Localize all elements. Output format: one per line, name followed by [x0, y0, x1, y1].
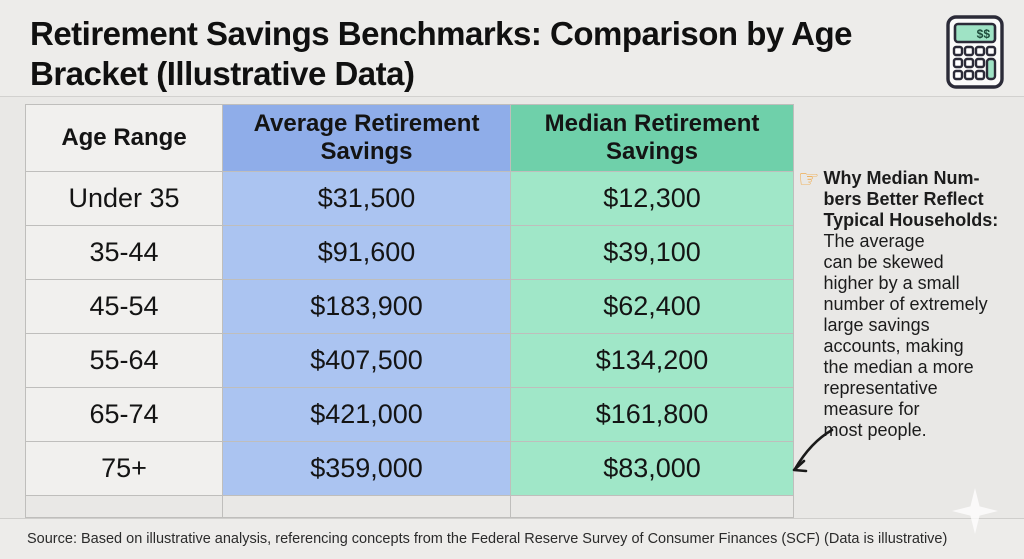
calculator-icon-svg: $$ [946, 15, 1004, 89]
table-row: 65-74 $421,000 $161,800 [25, 387, 794, 442]
cell-average: $359,000 [222, 441, 511, 496]
callout-text: Why Median Num- bers Better Reflect Typi… [824, 168, 999, 441]
cell-median: $62,400 [510, 279, 794, 334]
curved-arrow-icon [788, 426, 840, 478]
median-explanation-callout: ☞ Why Median Num- bers Better Reflect Ty… [798, 165, 1024, 441]
cell-average: $421,000 [222, 387, 511, 442]
cell-average: $31,500 [222, 171, 511, 226]
cell-average: $91,600 [222, 225, 511, 280]
cell-median: $83,000 [510, 441, 794, 496]
cell-age: Under 35 [25, 171, 223, 226]
table-footer-spacer-row [25, 495, 794, 518]
cell-median: $161,800 [510, 387, 794, 442]
spacer-cell [25, 495, 223, 518]
title-band: Retirement Savings Benchmarks: Compariso… [0, 0, 1024, 97]
spacer-cell [510, 495, 794, 518]
callout-heading: Why Median Num- bers Better Reflect Typi… [823, 168, 999, 230]
table-row: Under 35 $31,500 $12,300 [25, 171, 794, 226]
column-header-age-range: Age Range [25, 104, 223, 172]
cell-age: 55-64 [25, 333, 223, 388]
cell-age: 65-74 [25, 387, 223, 442]
callout-body: The average can be skewed higher by a sm… [823, 231, 988, 440]
table-header-row: Age Range Average Retirement Savings Med… [25, 104, 794, 172]
column-header-average-savings: Average Retirement Savings [222, 104, 511, 172]
source-note: Source: Based on illustrative analysis, … [27, 531, 948, 547]
cell-average: $407,500 [222, 333, 511, 388]
table-row: 45-54 $183,900 $62,400 [25, 279, 794, 334]
table-row: 35-44 $91,600 $39,100 [25, 225, 794, 280]
cell-average: $183,900 [222, 279, 511, 334]
cell-median: $39,100 [510, 225, 794, 280]
cell-median: $12,300 [510, 171, 794, 226]
spacer-cell [222, 495, 511, 518]
source-band: Source: Based on illustrative analysis, … [0, 518, 1024, 559]
column-header-median-savings: Median Retirement Savings [510, 104, 794, 172]
cell-age: 75+ [25, 441, 223, 496]
cell-age: 35-44 [25, 225, 223, 280]
cell-age: 45-54 [25, 279, 223, 334]
calculator-icon: $$ [945, 14, 1005, 90]
savings-table: Age Range Average Retirement Savings Med… [25, 104, 794, 518]
calculator-screen-text: $$ [977, 27, 991, 41]
pointing-finger-icon: ☞ [798, 165, 820, 193]
table-row: 75+ $359,000 $83,000 [25, 441, 794, 496]
cell-median: $134,200 [510, 333, 794, 388]
page-title: Retirement Savings Benchmarks: Compariso… [30, 15, 853, 92]
table-row: 55-64 $407,500 $134,200 [25, 333, 794, 388]
